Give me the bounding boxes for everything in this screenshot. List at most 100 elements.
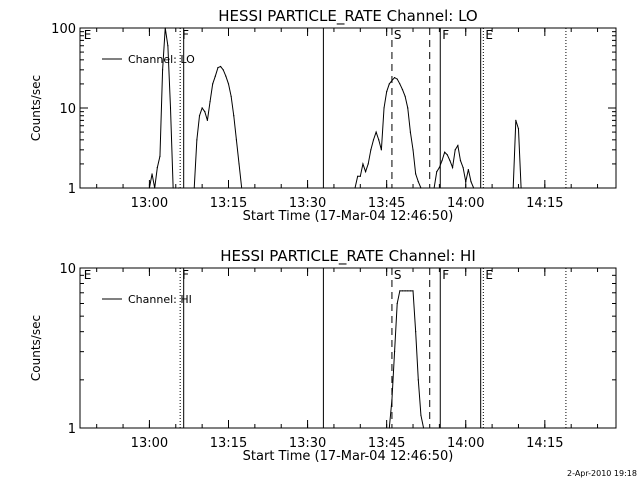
data-point	[451, 166, 454, 169]
flag-label: E	[84, 268, 92, 282]
y-axis-label: Counts/sec	[29, 75, 43, 141]
data-point	[362, 163, 364, 165]
x-tick-label: 13:00	[131, 436, 168, 451]
legend-label: Channel: LO	[128, 53, 195, 66]
data-point	[230, 95, 232, 97]
data-point	[380, 149, 382, 151]
data-point	[169, 107, 172, 109]
chart-title: HESSI PARTICLE_RATE Channel: LO	[218, 7, 477, 26]
flag-label: E	[485, 28, 493, 42]
data-point	[217, 66, 219, 69]
data-point	[372, 139, 375, 141]
data-point	[225, 75, 227, 77]
data-point	[159, 155, 161, 157]
series-line	[388, 290, 425, 429]
data-point	[415, 331, 417, 333]
x-tick-label: 13:00	[131, 196, 168, 211]
data-point	[422, 427, 425, 429]
flag-label: E	[485, 268, 493, 282]
data-point	[420, 187, 422, 189]
data-point	[446, 154, 448, 156]
data-point	[238, 163, 240, 165]
x-tick-label: 14:00	[447, 196, 484, 211]
data-point	[391, 80, 393, 82]
data-point	[454, 149, 456, 151]
data-point	[391, 399, 393, 401]
series-line	[148, 27, 522, 189]
y-tick-label: 10	[59, 262, 76, 277]
data-point	[393, 351, 396, 353]
x-tick-label: 14:00	[447, 436, 484, 451]
data-point	[370, 149, 372, 151]
flag-label: S	[394, 28, 402, 42]
data-point	[441, 160, 443, 162]
data-point	[196, 139, 198, 141]
data-point	[175, 187, 177, 189]
data-point	[436, 171, 438, 173]
chart-title: HESSI PARTICLE_RATE Channel: HI	[220, 247, 476, 266]
chart-panel-1: HESSI PARTICLE_RATE Channel: LO Start Tim…	[29, 7, 617, 224]
data-point	[396, 302, 398, 305]
data-point	[198, 115, 201, 117]
chart-panel-2: HESSI PARTICLE_RATE Channel: HI Start Tim…	[29, 247, 617, 464]
y-axis-label: Counts/sec	[29, 315, 43, 381]
data-point	[515, 119, 517, 121]
data-point	[151, 173, 153, 175]
data-point	[235, 139, 238, 141]
data-point	[212, 83, 214, 85]
data-point	[407, 107, 409, 109]
x-tick-label: 13:45	[368, 436, 405, 451]
x-tick-label: 13:45	[368, 196, 405, 211]
plot-frame	[79, 27, 617, 189]
data-point	[172, 187, 174, 189]
data-point	[383, 107, 385, 109]
data-point	[222, 69, 224, 71]
data-point	[407, 290, 409, 292]
y-tick-label: 100	[51, 22, 76, 37]
data-point	[415, 173, 417, 175]
data-point	[378, 139, 380, 141]
data-point	[412, 290, 414, 292]
data-point	[386, 91, 388, 93]
data-point	[214, 75, 216, 77]
x-tick-label: 13:30	[289, 196, 326, 211]
flag-label: S	[394, 268, 402, 282]
plot-frame	[79, 267, 617, 429]
data-point	[462, 166, 464, 169]
data-point	[404, 95, 406, 97]
x-axis-label: Start Time (17-Mar-04 12:46:50)	[243, 209, 454, 224]
data-point	[367, 163, 369, 165]
flag-label: E	[84, 28, 92, 42]
data-point	[233, 115, 235, 117]
data-point	[164, 27, 166, 29]
y-tick-label: 1	[68, 182, 76, 197]
data-point	[412, 149, 414, 151]
data-point	[417, 379, 419, 381]
data-point	[148, 187, 151, 189]
data-point	[404, 290, 406, 292]
data-point	[465, 181, 467, 183]
flag-label: F	[442, 268, 449, 282]
data-point	[399, 290, 401, 292]
data-point	[420, 414, 422, 416]
flag-label: F	[182, 28, 189, 42]
data-point	[409, 131, 411, 133]
flag-label: F	[182, 268, 189, 282]
data-point	[409, 290, 411, 292]
data-point	[401, 88, 404, 91]
y-tick-label: 1	[68, 422, 76, 437]
data-point	[177, 187, 180, 189]
x-axis-label: Start Time (17-Mar-04 12:46:50)	[243, 449, 454, 464]
data-point	[459, 160, 462, 162]
data-point	[470, 181, 472, 183]
data-point	[467, 168, 469, 171]
data-point	[433, 187, 435, 189]
data-point	[154, 187, 156, 189]
data-point	[401, 290, 404, 292]
x-tick-label: 14:15	[526, 436, 563, 451]
data-point	[209, 101, 211, 103]
data-point	[227, 83, 230, 85]
x-tick-label: 14:15	[526, 196, 563, 211]
data-point	[512, 187, 514, 189]
